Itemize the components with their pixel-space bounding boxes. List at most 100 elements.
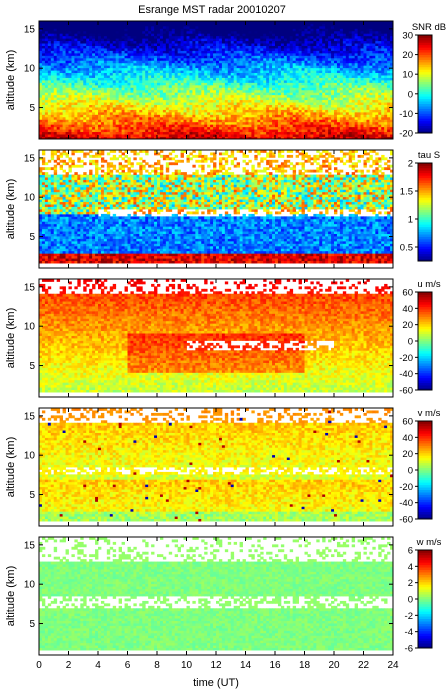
heatmap-cell xyxy=(286,131,291,135)
heatmap-cell xyxy=(289,102,294,105)
heatmap-cell xyxy=(89,97,93,101)
heatmap-cell xyxy=(283,102,288,105)
heatmap-cell xyxy=(100,67,105,71)
heatmap-cell xyxy=(245,82,249,86)
heatmap-cell xyxy=(269,60,273,64)
heatmap-cell xyxy=(351,75,356,78)
heatmap-cell xyxy=(298,119,302,123)
heatmap-cell xyxy=(204,60,208,64)
heatmap-cell xyxy=(366,72,370,76)
heatmap-cell xyxy=(263,67,267,71)
heatmap-cell xyxy=(236,87,240,91)
heatmap-cell xyxy=(319,60,323,64)
heatmap-cell xyxy=(207,57,211,61)
heatmap-cell xyxy=(227,134,232,137)
heatmap-cell xyxy=(381,55,385,59)
heatmap-cell xyxy=(216,52,220,56)
heatmap-cell xyxy=(331,116,335,120)
heatmap-cell xyxy=(221,121,226,125)
heatmap-cell xyxy=(230,55,235,59)
heatmap-cell xyxy=(148,109,152,113)
heatmap-cell xyxy=(204,48,208,51)
heatmap-cell xyxy=(89,126,93,130)
heatmap-cell xyxy=(180,50,184,54)
heatmap-cell xyxy=(109,45,114,49)
heatmap-cell xyxy=(322,114,326,118)
heatmap-cell xyxy=(280,136,285,140)
heatmap-cell xyxy=(198,107,202,110)
heatmap-cell xyxy=(103,104,108,108)
heatmap-cell xyxy=(151,109,155,113)
heatmap-cell xyxy=(92,60,96,64)
heatmap-cell xyxy=(242,75,246,78)
heatmap-cell xyxy=(124,40,128,44)
heatmap-cell xyxy=(322,48,326,51)
heatmap-cell xyxy=(98,109,102,113)
heatmap-cell xyxy=(269,99,273,103)
heatmap-cell xyxy=(248,131,252,135)
heatmap-cell xyxy=(384,111,388,115)
heatmap-cell xyxy=(80,57,84,61)
heatmap-cell xyxy=(230,67,235,71)
heatmap-cell xyxy=(89,124,93,128)
heatmap-cell xyxy=(157,111,161,115)
heatmap-cell xyxy=(183,52,187,56)
heatmap-cell xyxy=(375,70,379,74)
heatmap-cell xyxy=(251,45,255,49)
heatmap-cell xyxy=(390,104,394,108)
heatmap-cell xyxy=(65,50,69,54)
heatmap-cell xyxy=(257,121,261,125)
heatmap-cell xyxy=(103,114,108,118)
heatmap-cell xyxy=(301,92,305,96)
heatmap-cell xyxy=(124,52,128,56)
heatmap-cell xyxy=(180,116,184,120)
heatmap-cell xyxy=(59,87,63,91)
heatmap-cell xyxy=(47,60,52,64)
heatmap-cell xyxy=(263,136,267,140)
heatmap-cell xyxy=(266,84,270,88)
heatmap-cell xyxy=(342,129,347,133)
heatmap-cell xyxy=(342,114,347,118)
heatmap-cell xyxy=(354,60,358,64)
heatmap-cell xyxy=(257,104,261,108)
heatmap-cell xyxy=(301,87,305,91)
heatmap-cell xyxy=(189,52,193,56)
heatmap-cell xyxy=(233,67,238,71)
heatmap-cell xyxy=(112,116,117,120)
heatmap-cell xyxy=(118,109,122,113)
heatmap-cell xyxy=(375,116,379,120)
heatmap-cell xyxy=(130,109,134,113)
heatmap-cell xyxy=(227,60,232,64)
heatmap-cell xyxy=(266,45,270,49)
heatmap-cell xyxy=(269,57,273,61)
heatmap-cell xyxy=(106,50,111,54)
heatmap-cell xyxy=(310,84,314,88)
heatmap-cell xyxy=(316,116,320,120)
heatmap-cell xyxy=(289,116,294,120)
heatmap-cell xyxy=(313,131,317,135)
heatmap-cell xyxy=(354,131,358,135)
heatmap-cell xyxy=(348,126,353,130)
heatmap-cell xyxy=(283,75,288,78)
heatmap-cell xyxy=(216,89,220,93)
heatmap-cell xyxy=(154,50,158,54)
heatmap-cell xyxy=(328,43,332,46)
heatmap-cell xyxy=(145,87,149,91)
heatmap-cell xyxy=(369,94,373,98)
heatmap-cell xyxy=(283,116,288,120)
heatmap-cell xyxy=(313,104,317,108)
heatmap-cell xyxy=(177,72,181,76)
heatmap-cell xyxy=(216,45,220,49)
heatmap-cell xyxy=(348,84,353,88)
heatmap-cell xyxy=(174,89,179,93)
heatmap-cell xyxy=(384,102,388,105)
heatmap-cell xyxy=(183,57,187,61)
heatmap-cell xyxy=(157,109,161,113)
heatmap-cell xyxy=(127,75,131,78)
heatmap-cell xyxy=(207,89,211,93)
heatmap-cell xyxy=(381,57,385,61)
heatmap-cell xyxy=(289,75,294,78)
heatmap-cell xyxy=(286,55,291,59)
heatmap-cell xyxy=(95,116,99,120)
heatmap-cell xyxy=(230,107,235,110)
